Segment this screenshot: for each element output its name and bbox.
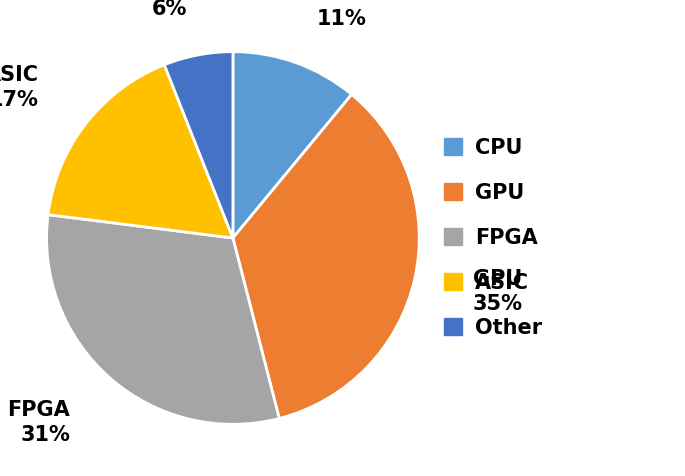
Wedge shape (47, 215, 279, 424)
Text: FPGA
31%: FPGA 31% (8, 400, 71, 445)
Wedge shape (233, 94, 419, 418)
Text: Other
6%: Other 6% (120, 0, 187, 19)
Text: GPU
35%: GPU 35% (473, 269, 523, 314)
Wedge shape (48, 65, 233, 238)
Wedge shape (233, 52, 351, 238)
Legend: CPU, GPU, FPGA, ASIC, Other: CPU, GPU, FPGA, ASIC, Other (444, 138, 542, 338)
Text: CPU
11%: CPU 11% (316, 0, 366, 29)
Text: ASIC
17%: ASIC 17% (0, 65, 38, 109)
Wedge shape (164, 52, 233, 238)
